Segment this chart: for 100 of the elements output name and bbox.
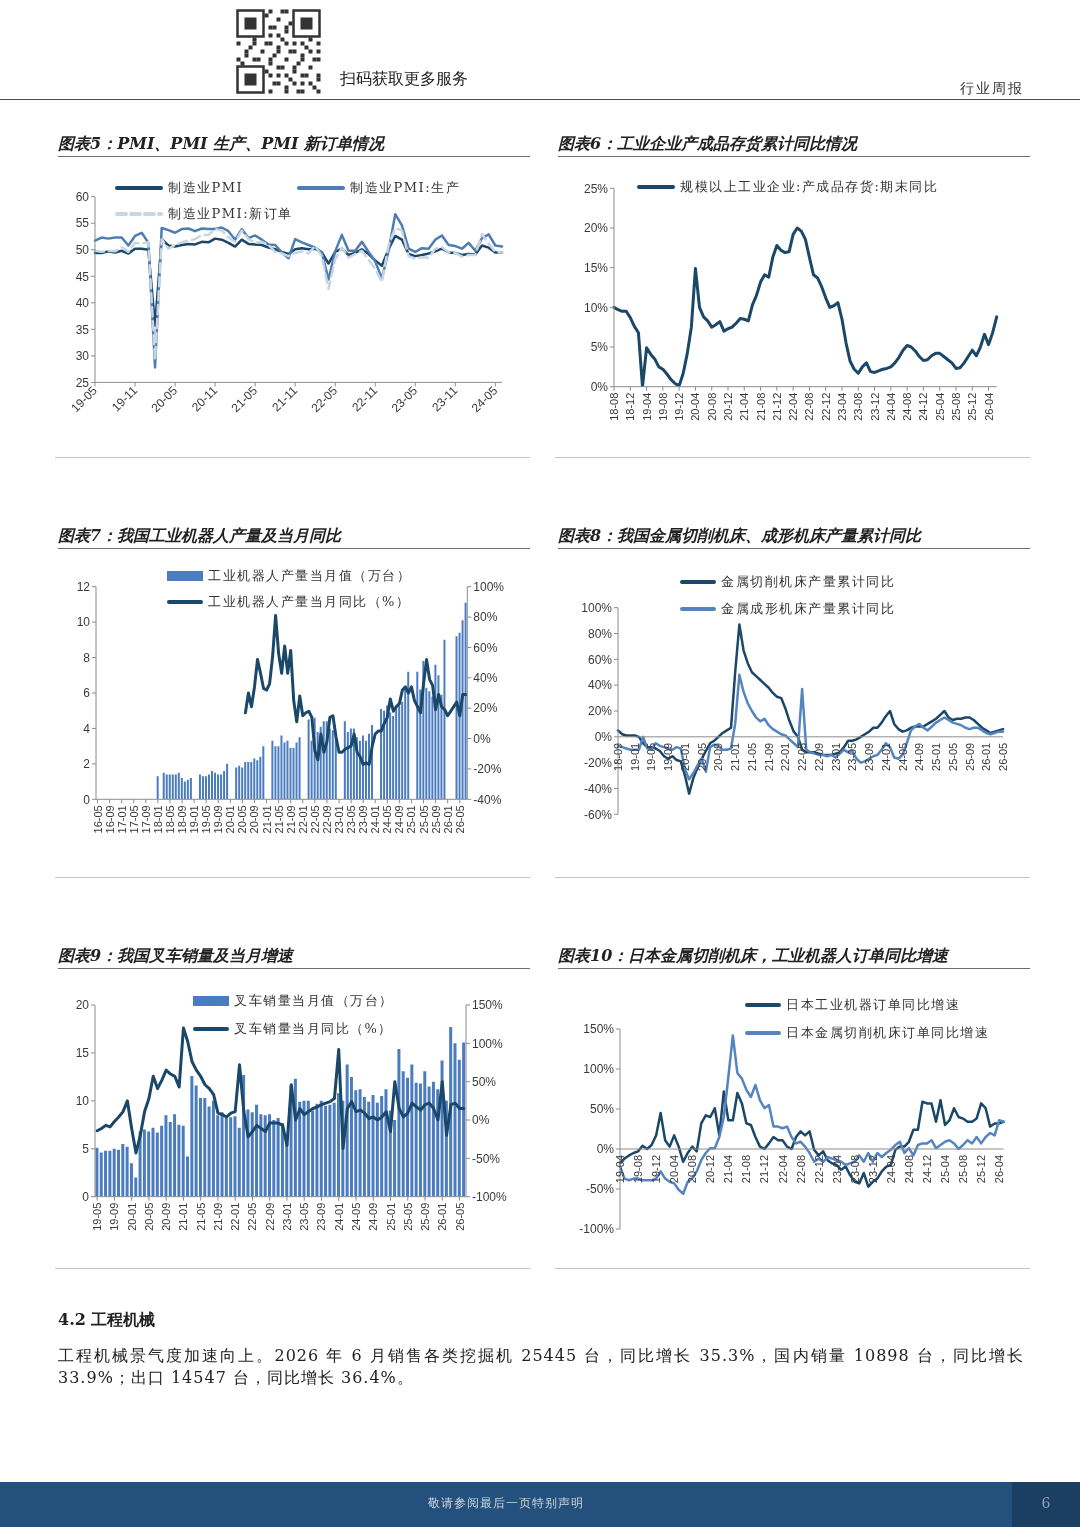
x-tick-label: 25-04 <box>939 1155 952 1184</box>
bar <box>262 746 265 800</box>
bar <box>220 774 223 800</box>
x-tick-label: 20-01 <box>224 805 237 834</box>
x-tick-label: 21-09 <box>762 742 775 771</box>
text: 行业周报 <box>960 79 1024 97</box>
bar <box>462 1042 466 1197</box>
x-tick-label: 17-09 <box>139 805 152 834</box>
x-tick-label: 19-09 <box>212 805 225 834</box>
x-tick-label: 19-05 <box>645 742 658 771</box>
y-tick-label: 55 <box>75 216 90 231</box>
bar <box>99 1152 103 1197</box>
x-tick-label: 26-04 <box>993 1155 1006 1184</box>
y-tick-label: 20 <box>75 998 90 1013</box>
x-tick-label: 23-09 <box>863 742 876 771</box>
bar <box>211 1100 215 1197</box>
y-tick-label: 150% <box>583 1022 615 1037</box>
x-tick-label: 23-08 <box>848 1155 861 1184</box>
bar <box>319 1100 323 1197</box>
bar <box>416 671 419 800</box>
x-tick-label: 26-01 <box>980 742 993 771</box>
bar <box>410 1064 414 1197</box>
bar <box>431 1081 435 1197</box>
x-tick-label: 25-09 <box>429 805 442 834</box>
x-tick-label: 25-08 <box>949 392 962 421</box>
bar <box>298 737 301 800</box>
bar <box>267 1114 271 1197</box>
x-tick-label: 20-09 <box>160 1202 173 1231</box>
y-tick-label: -60% <box>583 807 613 822</box>
x-tick-label: 22-09 <box>320 805 333 834</box>
bar <box>174 774 177 800</box>
bar <box>286 740 289 800</box>
x-tick-label: 23-12 <box>868 392 881 421</box>
x-tick-label: 25-01 <box>930 742 943 771</box>
legend-label: 规模以上工业企业:产成品存货:期末同比 <box>680 178 939 196</box>
x-tick-label: 24-01 <box>879 742 892 771</box>
x-tick-label: 19-05 <box>200 805 213 834</box>
legend-label: 叉车销量当月同比（%） <box>234 1020 393 1038</box>
x-tick-label: 23-05 <box>345 805 358 834</box>
bar <box>229 1117 233 1197</box>
bar <box>198 774 201 800</box>
legend-label: 制造业PMI:生产 <box>350 179 461 197</box>
bar <box>247 762 250 800</box>
x-tick-label: 19-01 <box>188 805 201 834</box>
x-tick-label: 19-08 <box>632 1155 645 1184</box>
x-tick-label: 20-12 <box>704 1155 717 1184</box>
x-tick-label: 21-09 <box>284 805 297 834</box>
x-tick-label: 23-12 <box>866 1155 879 1184</box>
bar <box>395 708 398 800</box>
bar <box>142 1129 146 1197</box>
x-tick-label: 17-05 <box>127 805 140 834</box>
y-tick-label: 25% <box>583 181 609 196</box>
x-tick-label: 22-04 <box>776 1155 789 1184</box>
x-tick-label: 20-09 <box>712 742 725 771</box>
bar <box>455 636 458 800</box>
x-tick-label: 22-05 <box>796 742 809 771</box>
x-tick-label: 24-05 <box>381 805 394 834</box>
x-tick-label: 24-08 <box>901 392 914 421</box>
y-tick-label: 20% <box>587 704 613 719</box>
bar <box>181 1125 185 1197</box>
bar <box>177 772 180 800</box>
legend-label: 金属成形机床产量累计同比 <box>721 599 895 618</box>
y-tick-label: 100% <box>583 1062 615 1077</box>
x-tick-label: 20-05 <box>236 805 249 834</box>
legend-label: 工业机器人产量当月值（万台） <box>208 567 411 585</box>
y-tick-label: 0% <box>596 1142 615 1157</box>
x-tick-label: 20-08 <box>705 392 718 421</box>
x-tick-label: 22-01 <box>229 1202 242 1231</box>
x-tick-label: 20-04 <box>689 392 702 421</box>
y-tick-label: 80% <box>587 626 613 641</box>
x-tick-label: 18-12 <box>624 392 637 421</box>
x-tick-label: 18-09 <box>612 742 624 771</box>
y-tick-label: -50% <box>585 1182 615 1197</box>
x-tick-label: 23-01 <box>280 1202 293 1231</box>
y-tick-label: 5% <box>590 340 609 355</box>
text: 6 <box>1040 1495 1052 1511</box>
bar <box>151 1127 155 1197</box>
x-tick-label: 25-12 <box>966 392 979 421</box>
y-tick-label: 0% <box>594 730 613 745</box>
x-tick-label: 26-05 <box>453 1202 466 1231</box>
bar <box>190 1075 194 1197</box>
x-tick-label: 26-01 <box>441 805 454 834</box>
x-tick-label: 21-01 <box>177 1202 190 1231</box>
x-tick-label: 22-09 <box>263 1202 276 1231</box>
text: 扫码获取更多服务 <box>340 69 468 89</box>
bar <box>121 1143 125 1197</box>
bar <box>271 740 274 800</box>
bar <box>238 765 241 800</box>
bar <box>226 763 229 800</box>
bar <box>214 772 217 800</box>
chart-title: 图表9：我国叉车销量及当月增速 <box>58 945 530 969</box>
x-tick-label: 21-04 <box>722 1155 735 1184</box>
x-tick-label: 18-09 <box>176 805 189 834</box>
text: 工程机械景气度加速向上。2026 年 6 月销售各类挖掘机 25445 台，同比增长 35.3%，国内销量 10898 台，同比增长 33.9%；出口 14547 台，同比增长 36.4%。 <box>58 1345 1024 1389</box>
y-tick-label: 12 <box>76 579 91 594</box>
bar <box>428 691 431 800</box>
x-tick-label: 24-01 <box>332 1202 345 1231</box>
bar <box>189 778 192 800</box>
bar <box>306 1100 310 1197</box>
x-tick-label: 24-08 <box>902 1155 915 1184</box>
